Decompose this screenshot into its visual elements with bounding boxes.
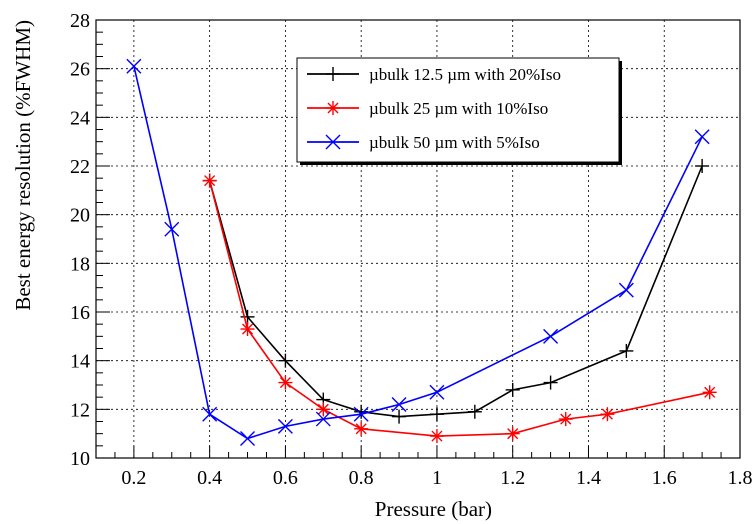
legend-box	[296, 57, 620, 163]
series-line	[133, 66, 703, 440]
series-line	[208, 165, 703, 418]
data-point	[391, 396, 407, 412]
data-point	[240, 431, 256, 447]
data-point	[316, 402, 331, 417]
legend-swatch-marker	[326, 67, 340, 81]
data-point	[619, 343, 634, 358]
data-point	[429, 407, 444, 422]
data-point	[429, 384, 445, 400]
x-tick-label: 1.8	[728, 467, 753, 489]
data-point	[354, 421, 369, 436]
series-1	[202, 159, 710, 424]
data-point	[202, 406, 218, 422]
y-tick-label: 16	[70, 302, 90, 324]
legend-entry: µbulk 25 µm with 10%Iso	[307, 99, 548, 118]
data-point	[164, 221, 180, 237]
x-axis-title: Pressure (bar)	[375, 497, 492, 521]
x-tick-label: 0.6	[273, 467, 298, 489]
x-tick-label: 0.4	[197, 467, 222, 489]
data-point	[505, 426, 520, 441]
series-3	[126, 58, 710, 447]
data-point	[618, 282, 634, 298]
x-tick-label: 0.2	[121, 467, 146, 489]
x-tick-label: 1.6	[652, 467, 677, 489]
data-point	[694, 129, 710, 145]
series-layer	[126, 58, 717, 447]
y-tick-label: 26	[70, 59, 90, 81]
legend-label: µbulk 12.5 µm with 20%Iso	[369, 65, 561, 84]
y-tick-label: 28	[70, 10, 90, 32]
legend-label: µbulk 50 µm with 5%Iso	[369, 133, 540, 152]
x-tick-label: 1.2	[500, 467, 525, 489]
data-point	[505, 382, 520, 397]
data-point	[467, 404, 482, 419]
data-point	[240, 322, 255, 337]
legend: µbulk 12.5 µm with 20%Iso µbulk 25 µm wit…	[296, 57, 622, 165]
y-tick-label: 20	[70, 205, 90, 227]
data-point	[392, 409, 407, 424]
y-tick-label: 22	[70, 156, 90, 178]
data-point	[278, 353, 293, 368]
data-point	[695, 159, 710, 173]
y-tick-label: 14	[70, 351, 90, 373]
legend-label: µbulk 25 µm with 10%Iso	[369, 99, 548, 118]
data-point	[429, 429, 444, 444]
data-point	[278, 375, 293, 390]
y-tick-label: 10	[70, 448, 90, 470]
data-point	[315, 411, 331, 427]
y-tick-label: 18	[70, 253, 90, 275]
data-point	[558, 412, 573, 427]
data-point	[202, 173, 217, 188]
series-2	[202, 173, 717, 444]
legend-swatch-marker	[326, 101, 340, 115]
data-point	[600, 407, 615, 422]
legend-swatch-marker	[325, 134, 341, 150]
series-line	[208, 180, 710, 437]
legend-entry: µbulk 12.5 µm with 20%Iso	[307, 65, 561, 84]
axis-ticks: 0.2 0.4 0.6 0.8 1 1.2 1.4 1.6 1.8 10 12 14 16 18 20 22 2…	[70, 10, 753, 489]
data-point	[543, 375, 558, 390]
data-point	[240, 309, 255, 324]
data-point	[354, 404, 369, 419]
y-tick-label: 12	[70, 399, 90, 421]
data-point	[702, 385, 717, 400]
x-tick-label: 1	[432, 467, 442, 489]
legend-entry: µbulk 50 µm with 5%Iso	[307, 133, 540, 152]
y-axis-title: Best energy resolution (%FWHM)	[11, 20, 35, 311]
data-point	[126, 58, 142, 74]
data-point	[277, 418, 293, 434]
data-point	[543, 328, 559, 344]
data-point	[353, 406, 369, 422]
y-tick-label: 24	[70, 107, 90, 129]
x-tick-label: 1.4	[576, 467, 601, 489]
x-tick-label: 0.8	[349, 467, 374, 489]
